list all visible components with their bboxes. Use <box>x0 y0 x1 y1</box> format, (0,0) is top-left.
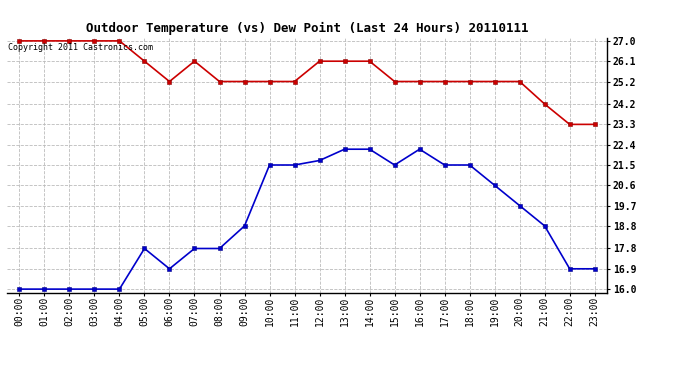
Title: Outdoor Temperature (vs) Dew Point (Last 24 Hours) 20110111: Outdoor Temperature (vs) Dew Point (Last… <box>86 22 529 35</box>
Text: Copyright 2011 Castronics.com: Copyright 2011 Castronics.com <box>8 43 153 52</box>
